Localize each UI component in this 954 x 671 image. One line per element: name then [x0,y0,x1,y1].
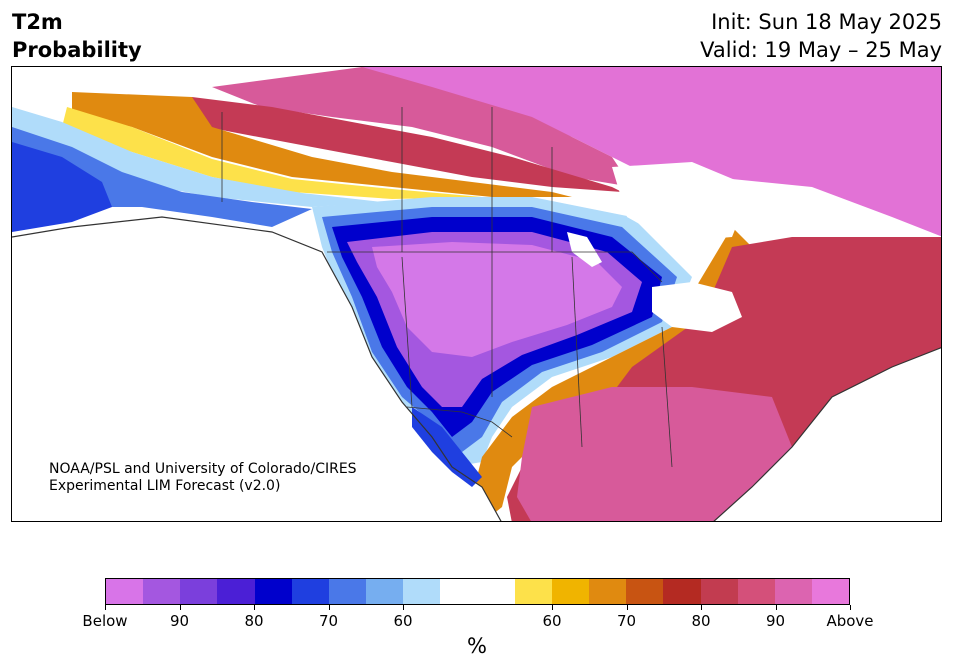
colorbar-label: 80 [691,612,711,630]
colorbar-segment [737,579,775,604]
east-border [661,326,673,468]
hudson-bay [612,162,752,242]
colorbar-unit: % [467,634,487,658]
valid-range: Valid: 19 May – 25 May [700,38,942,62]
colorbar-label: Above [826,612,874,630]
region-east-orange [472,227,752,521]
colorbar-segment [811,579,850,604]
probability-map [11,66,942,522]
colorbar-segment [366,579,404,604]
colorbar-label: 60 [542,612,562,630]
great-lakes [652,282,742,332]
colorbar-tick [179,605,181,610]
colorbar-tick [328,605,330,610]
us-canada-border [327,251,663,283]
colorbar-segment [106,579,144,604]
colorbar-label: 70 [318,612,339,630]
colorbar-segment [143,579,181,604]
colorbar-segment [180,579,218,604]
colorbar-tick [552,605,553,610]
credit-text: NOAA/PSL and University of Colorado/CIRE… [49,461,357,495]
region-alaska-blue-deep [12,142,112,232]
colorbar-label: 80 [244,612,264,630]
title-type: Probability [12,38,142,62]
political-borders [221,107,673,468]
colorbar-label: 70 [616,612,637,630]
colorbar-segment [328,579,367,604]
colorbar-tick [701,605,702,610]
colorbar-segment [626,579,664,604]
colorbar-segment [440,579,478,604]
colorbar-tick [626,605,628,610]
region-west-below-extreme [372,242,622,357]
colorbar-label: 90 [169,612,190,630]
colorbar-segment [514,579,552,604]
map-canvas [12,67,941,521]
colorbar-tick [254,605,255,610]
colorbar-tick [105,605,106,610]
credit-line-2: Experimental LIM Forecast (v2.0) [49,478,281,494]
region-alaska-yellow [62,107,482,199]
region-alaska-orange [72,92,572,197]
colorbar-tick [403,605,404,610]
pacific-ocean [12,217,501,521]
region-canada-above-high [212,67,632,187]
colorbar-label: Below [82,612,128,630]
lake-winnipeg [567,232,602,267]
region-southeast-above-high [517,387,792,521]
colorbar-label: 90 [765,612,786,630]
region-mexico-blue [412,407,482,487]
colorbar-tick [850,605,851,610]
rockies-divide [401,256,413,408]
colorbar-segment [477,579,515,604]
colorbar-segment [589,579,627,604]
colorbar-segment [217,579,255,604]
coastline [12,216,941,521]
init-date: Init: Sun 18 May 2025 [711,10,942,34]
region-arctic-above-extreme [362,67,941,237]
colorbar-segment [254,579,292,604]
colorbar-label: 60 [393,612,413,630]
map-title: T2m Probability [12,8,142,64]
colorbar-segment [700,579,738,604]
us-mexico-border [406,406,513,438]
colorbar-segment [551,579,590,604]
title-variable: T2m [12,10,63,34]
colorbar-segment [663,579,701,604]
mississippi-line [571,256,583,448]
colorbar-segment [291,579,329,604]
forecast-dates: Init: Sun 18 May 2025 Valid: 19 May – 25… [700,8,942,64]
credit-line-1: NOAA/PSL and University of Colorado/CIRE… [49,461,357,477]
colorbar-segment [403,579,441,604]
colorbar-segment [774,579,812,604]
colorbar [105,578,850,605]
colorbar-tick [775,605,777,610]
